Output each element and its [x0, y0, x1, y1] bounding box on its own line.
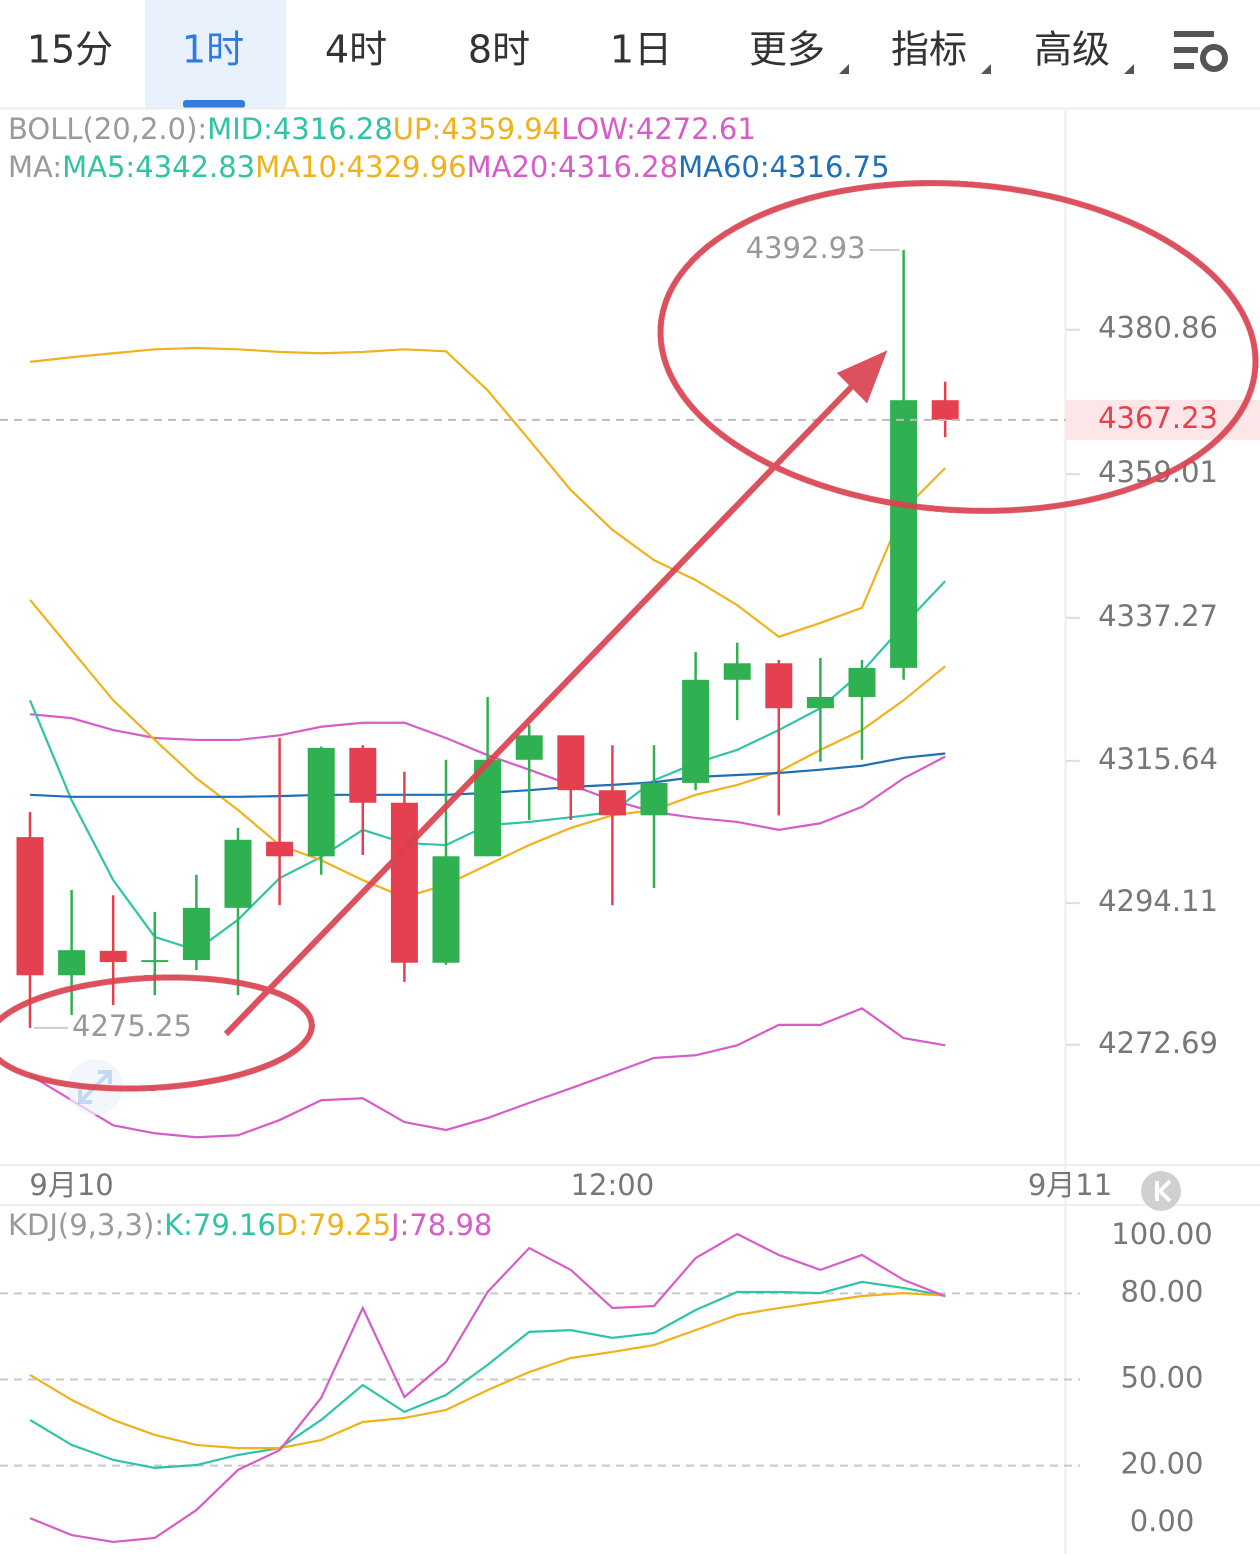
candle-body [307, 747, 335, 857]
indicator-legend: KDJ(9,3,3):K:79.16D:79.25J:78.98 [8, 1208, 492, 1242]
candle-body [598, 790, 626, 816]
annotation [0, 180, 1259, 1092]
x-tick-label: 9月11 [1028, 1168, 1112, 1202]
candle-body [141, 960, 169, 963]
indicator-line [29, 599, 946, 899]
candle-body [99, 950, 127, 963]
legend-item: MA: [8, 150, 62, 184]
kdj-line [29, 1292, 946, 1450]
candle-body [765, 663, 793, 709]
tab[interactable]: 高级 [1034, 28, 1110, 72]
dropdown-caret [839, 64, 849, 74]
y-tick-label: 50.00 [1120, 1361, 1203, 1395]
legend-item: MA5:4342.83 [62, 150, 255, 184]
candle-body [390, 802, 418, 963]
candle-body [515, 735, 543, 760]
tab[interactable]: 15分 [27, 28, 113, 72]
legend-item: MA10:4329.96 [255, 150, 466, 184]
candle-body [224, 839, 252, 908]
candle-body [432, 856, 460, 963]
candle-body [848, 667, 876, 697]
tab[interactable]: 更多 [749, 28, 825, 72]
indicator-legend: MA:MA5:4342.83MA10:4329.96MA20:4316.28MA… [8, 150, 890, 184]
legend-item: MA60:4316.75 [678, 150, 889, 184]
candle-body [723, 663, 751, 680]
candle-body [182, 907, 210, 961]
candle-body [557, 735, 585, 791]
tab[interactable]: 1日 [610, 28, 672, 72]
dropdown-caret [981, 64, 991, 74]
candle-body [890, 400, 918, 668]
y-tick-label: 0.00 [1130, 1504, 1195, 1538]
kdj-line [29, 1280, 946, 1470]
candle-body [266, 841, 294, 857]
tab[interactable]: 4时 [325, 28, 387, 72]
collapse-button[interactable] [1141, 1171, 1181, 1211]
candle-body [806, 696, 834, 709]
legend-item: UP:4359.94 [393, 112, 561, 146]
candle-body [58, 950, 86, 976]
tab[interactable]: 指标 [891, 28, 967, 72]
active-tab-bg [145, 0, 286, 108]
legend-item: D:79.25 [276, 1208, 391, 1242]
indicator-line [29, 346, 946, 639]
kdj-line [29, 1232, 946, 1544]
y-tick-label: 4315.64 [1098, 742, 1218, 776]
x-tick-label: 9月10 [29, 1168, 113, 1202]
y-tick-label: 20.00 [1120, 1447, 1203, 1481]
legend-item: BOLL(20,2.0): [8, 112, 207, 146]
x-tick-label: 12:00 [571, 1168, 655, 1202]
min-label: 4275.25 [72, 1009, 192, 1043]
indicator-line [29, 1007, 946, 1139]
legend-item: MID:4316.28 [207, 112, 393, 146]
y-tick-label: 4380.86 [1098, 311, 1218, 345]
y-tick-label: 4272.69 [1098, 1026, 1218, 1060]
dropdown-caret [1124, 64, 1134, 74]
legend-item: J:78.98 [389, 1208, 492, 1242]
y-tick-label: 4359.01 [1098, 455, 1218, 489]
tab[interactable]: 1时 [182, 28, 244, 72]
y-tick-label: 100.00 [1111, 1217, 1212, 1251]
max-label: 4392.93 [746, 231, 866, 265]
tab[interactable]: 8时 [468, 28, 530, 72]
legend-item: MA20:4316.28 [467, 150, 678, 184]
indicator-legend: BOLL(20,2.0):MID:4316.28UP:4359.94LOW:42… [8, 112, 756, 146]
legend-item: LOW:4272.61 [561, 112, 756, 146]
charts: 15分 1时 4时 8时 1日 更多 指标 高级 BOLL(20,2.0):MID:4316.2… [0, 28, 1260, 1544]
candle-body [16, 837, 44, 976]
active-tab-indicator [183, 100, 245, 108]
y-tick-label: 4294.11 [1098, 884, 1218, 918]
candle-body [349, 747, 377, 803]
y-tick-label: 4337.27 [1098, 599, 1218, 633]
candle-body [640, 782, 668, 816]
settings-icon[interactable] [1174, 31, 1228, 72]
candle-body [931, 400, 959, 420]
last-price-label: 4367.23 [1098, 401, 1218, 435]
legend-item: KDJ(9,3,3): [8, 1208, 164, 1242]
legend-item: K:79.16 [164, 1208, 276, 1242]
candle-body [682, 679, 710, 783]
y-tick-label: 80.00 [1120, 1274, 1203, 1308]
